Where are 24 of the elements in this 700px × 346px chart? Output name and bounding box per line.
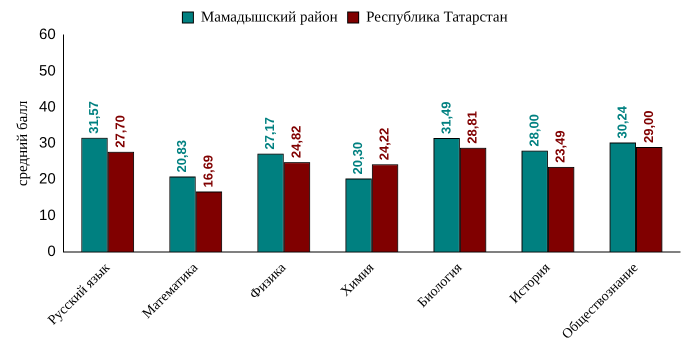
y-tick-label: 20 — [38, 170, 56, 188]
legend-label: Республика Татарстан — [366, 9, 508, 26]
data-label: 16,69 — [200, 154, 216, 188]
y-tick-label: 10 — [38, 206, 56, 224]
data-label: 31,57 — [86, 101, 102, 134]
data-label: 30,24 — [614, 105, 630, 139]
y-tick-label: 40 — [38, 98, 56, 116]
data-label: 28,00 — [526, 114, 542, 147]
y-tick-label: 50 — [38, 62, 56, 80]
data-label: 29,00 — [640, 110, 656, 144]
data-label: 24,82 — [288, 126, 304, 158]
data-label: 20,83 — [174, 140, 190, 173]
y-tick-label: 60 — [38, 26, 56, 44]
data-label: 20,30 — [350, 142, 366, 174]
y-axis-title: средний балл — [14, 100, 31, 186]
data-label: 28,81 — [464, 111, 480, 144]
data-label: 24,22 — [376, 128, 392, 160]
data-label: 27,17 — [262, 117, 278, 150]
legend-label: Мамадышский район — [200, 9, 338, 26]
data-label: 23,49 — [552, 130, 568, 163]
data-label: 31,49 — [438, 101, 454, 134]
data-label: 27,70 — [112, 115, 128, 148]
y-tick-label: 30 — [38, 134, 56, 152]
y-tick-label: 0 — [47, 242, 56, 260]
